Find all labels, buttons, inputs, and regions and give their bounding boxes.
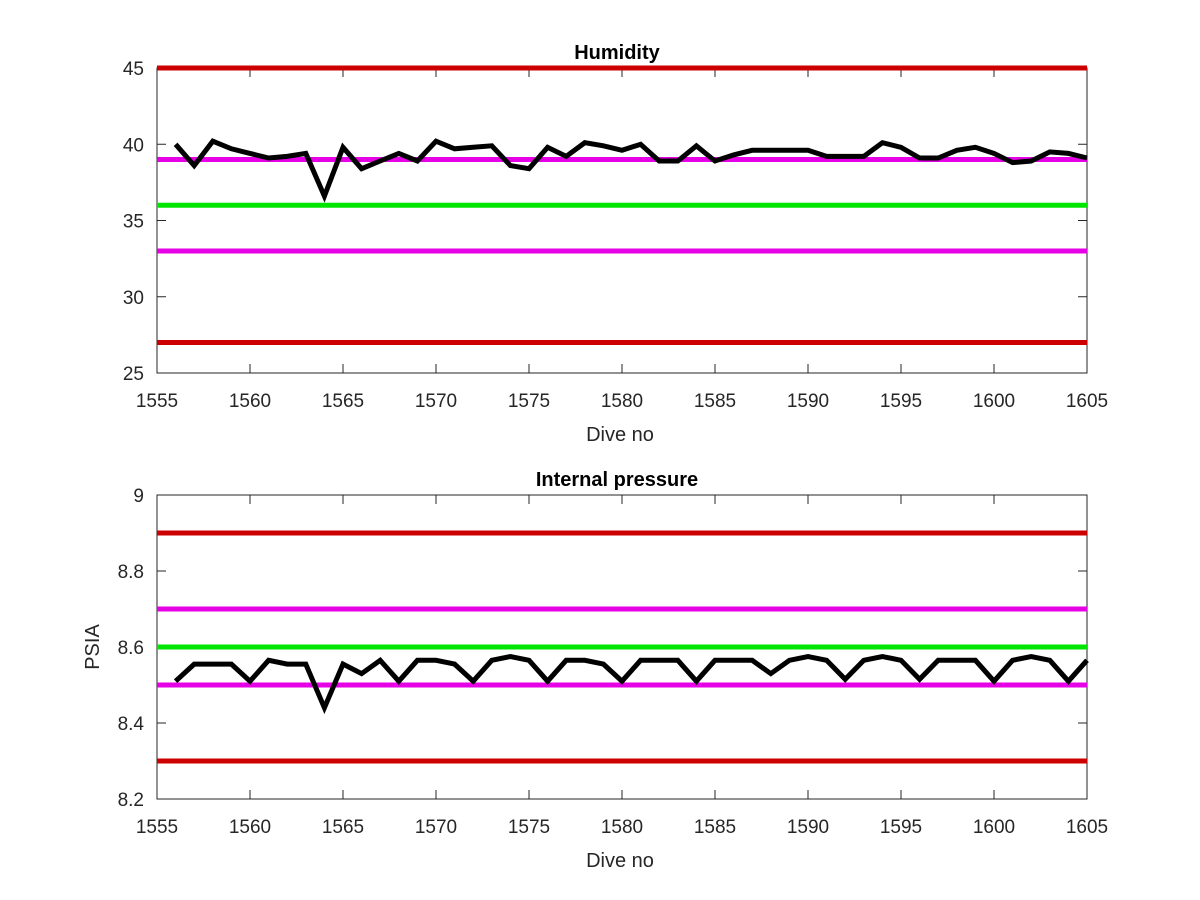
- x-tick-label: 1580: [601, 391, 643, 412]
- y-tick-label: 8.6: [118, 638, 144, 659]
- series-line: [173, 138, 1088, 203]
- x-tick-label: 1565: [322, 817, 364, 838]
- y-tick-label: 8.4: [118, 714, 145, 735]
- x-tick-label: 1590: [787, 391, 829, 412]
- y-tick-label: 25: [123, 364, 144, 385]
- x-tick-label: 1605: [1066, 391, 1108, 412]
- x-tick-label: 1575: [508, 817, 550, 838]
- x-tick-label: 1575: [508, 391, 550, 412]
- x-tick-label: 1570: [415, 391, 457, 412]
- x-tick-label: 1600: [973, 817, 1015, 838]
- y-tick-label: 9: [133, 486, 144, 507]
- x-tick-label: 1585: [694, 391, 736, 412]
- x-tick-label: 1590: [787, 817, 829, 838]
- x-tick-label: 1570: [415, 817, 457, 838]
- x-tick-label: 1560: [229, 817, 271, 838]
- chart-title: Humidity: [574, 42, 660, 64]
- y-tick-label: 45: [123, 59, 144, 80]
- x-tick-label: 1605: [1066, 817, 1108, 838]
- x-tick-label: 1555: [136, 391, 178, 412]
- x-tick-label: 1595: [880, 391, 922, 412]
- x-tick-label: 1600: [973, 391, 1015, 412]
- chart-panel-2: 1555 1560 1565 1570 1575 1580 1585 1590 1595 1600…: [82, 469, 1108, 872]
- chart-title: Internal pressure: [536, 469, 698, 491]
- y-tick-label: 8.8: [118, 562, 144, 583]
- x-axis-label: Dive no: [586, 850, 654, 872]
- y-tick-label: 40: [123, 135, 144, 156]
- y-tick-label: 35: [123, 212, 144, 233]
- series-line: [173, 653, 1089, 715]
- y-axis-label: PSIA: [82, 624, 104, 670]
- x-axis-label: Dive no: [586, 424, 654, 446]
- x-tick-label: 1560: [229, 391, 271, 412]
- x-tick-label: 1565: [322, 391, 364, 412]
- axes-box: [156, 67, 1088, 374]
- x-tick-label: 1555: [136, 817, 178, 838]
- y-tick-label: 8.2: [118, 790, 144, 811]
- x-tick-label: 1585: [694, 817, 736, 838]
- chart-panel-1: 1555 1560 1565 1570 1575 1580 1585 1590 1595 1600…: [123, 42, 1108, 446]
- x-tick-label: 1580: [601, 817, 643, 838]
- y-tick-label: 30: [123, 288, 144, 309]
- x-tick-label: 1595: [880, 817, 922, 838]
